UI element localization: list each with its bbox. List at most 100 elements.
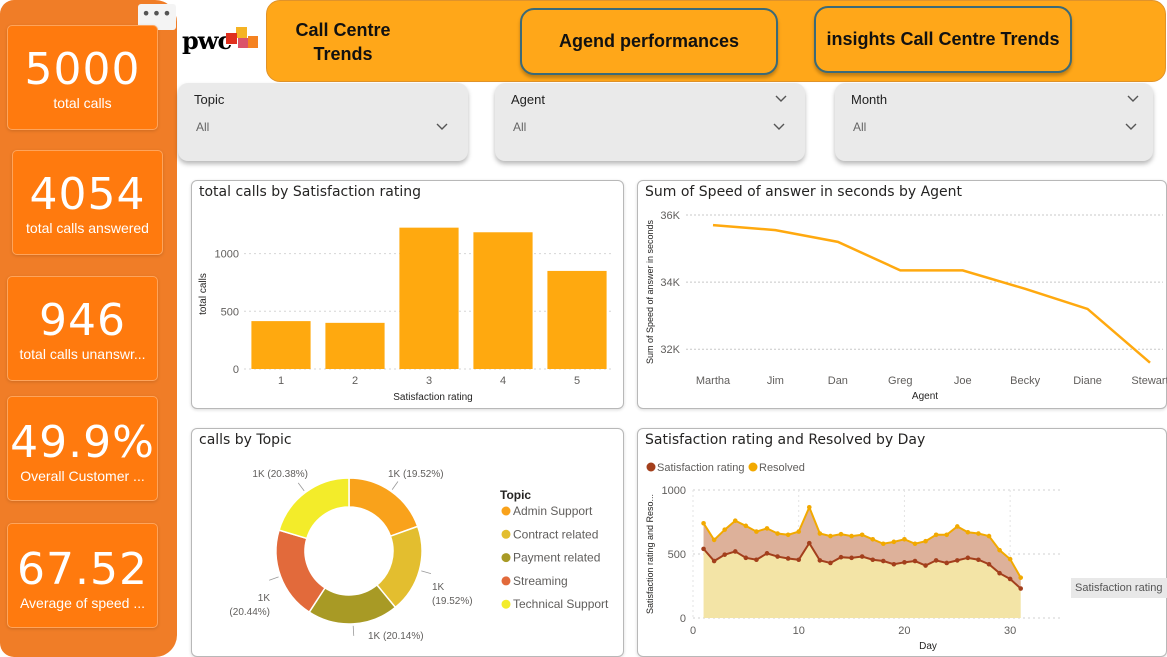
filter-label: Month [851,92,888,107]
area-chart-card: Satisfaction rating and Resolved by Day … [637,428,1167,657]
satisfaction-point [954,558,960,563]
bar [325,322,385,369]
resolved-point [1007,556,1013,562]
x-tick-label: Jim [767,375,784,387]
kpi-value: 946 [39,295,126,346]
x-tick-label: Stewart [1131,375,1167,387]
satisfaction-point [912,558,918,564]
resolved-point [722,527,728,532]
resolved-point [754,529,759,534]
satisfaction-point [764,551,770,556]
insights-call-centre-trends-button[interactable]: insights Call Centre Trends [814,6,1072,73]
x-tick-label: 5 [574,375,580,387]
satisfaction-point [828,560,833,566]
satisfaction-point [722,552,728,557]
resolved-point [891,539,897,545]
bar [547,270,607,369]
satisfaction-point [891,561,897,567]
legend-label: Streaming [513,574,568,588]
donut-slice [278,477,350,540]
chevron-down-icon[interactable] [773,123,785,131]
slice-label: (20.44%) [229,607,270,618]
satisfaction-point [1018,586,1024,591]
agent-performances-button[interactable]: Agend performances [520,8,778,75]
x-tick-label: 30 [1004,625,1016,637]
chevron-down-icon[interactable] [1125,123,1137,131]
label-leader [269,576,279,581]
x-axis-title: Satisfaction rating [393,392,473,403]
x-tick-label: 2 [352,375,358,387]
y-axis-title: total calls [198,273,209,315]
x-tick-label: 10 [793,625,805,637]
x-axis-title: Day [919,641,937,652]
bar-chart-card: total calls by Satisfaction rating 0 500 1… [191,180,624,409]
kpi-value: 4054 [29,169,146,220]
x-tick-label: Dan [828,375,848,387]
resolved-point [997,547,1002,553]
satisfaction-point [965,555,971,561]
satisfaction-point [944,560,950,566]
agent-filter[interactable]: Agent All [495,83,805,161]
donut-slice [348,477,419,538]
legend-label: Resolved [759,462,805,474]
legend-title: Topic [500,488,531,502]
logo-text: pwc [182,26,232,55]
kpi-label: total calls [53,95,112,111]
kpi-label: Overall Customer ... [20,468,145,484]
chart-title: calls by Topic [199,432,292,448]
kpi-card-total-calls: 5000 total calls [7,25,158,130]
x-tick-label: 1 [278,375,284,387]
legend-label: Payment related [513,551,600,565]
resolved-area [703,507,1021,618]
satisfaction-point [849,555,854,561]
topic-filter[interactable]: Topic All [178,83,468,161]
x-tick-label: 4 [500,375,506,387]
chart-title: Sum of Speed of answer in seconds by Age… [645,184,963,200]
x-tick-label: Greg [888,375,912,387]
chevron-down-icon[interactable] [436,123,448,131]
y-tick-label: 500 [668,549,686,561]
resolved-point [828,533,833,539]
legend-marker [501,599,511,609]
label-leader [297,482,305,492]
slice-label: 1K (20.38%) [252,469,308,480]
kpi-card-average-speed: 67.52 Average of speed ... [7,523,158,628]
x-tick-label: 20 [898,625,910,637]
slice-label: 1K (19.52%) [388,469,444,480]
page-title-line1: Call Centre [295,20,391,40]
slice-label: (19.52%) [432,596,473,607]
satisfaction-point [986,561,992,567]
y-tick-label: 32K [660,344,680,356]
filter-value: All [853,120,867,134]
chevron-down-icon[interactable] [1127,95,1139,103]
x-axis-title: Agent [912,391,938,402]
label-leader [421,570,432,574]
resolved-point [870,536,876,542]
chevron-down-icon[interactable] [775,95,787,103]
resolved-point [880,541,886,547]
satisfaction-point [902,560,907,565]
resolved-point [859,532,865,538]
satisfaction-point [870,557,876,563]
resolved-point [986,533,992,539]
logo-mark-icon [226,27,258,48]
legend-label: Technical Support [513,597,609,611]
kpi-card-total-calls-answered: 4054 total calls answered [12,150,163,255]
chart-title: total calls by Satisfaction rating [199,184,421,200]
y-axis-title: Sum of Speed of answer in seconds [645,219,655,364]
satisfaction-point [997,570,1002,576]
month-filter[interactable]: Month All [835,83,1153,161]
satisfaction-point [880,558,886,564]
page-title-line2: Trends [313,44,373,64]
kpi-card-total-calls-unanswered: 946 total calls unanswr... [7,276,158,381]
satisfaction-point [701,546,706,552]
area-chart: Satisfaction rating Resolved 0 500 1000 0 10 20… [645,462,1063,652]
resolved-point [785,532,791,538]
y-tick-label: 1000 [215,249,239,261]
y-tick-label: 500 [221,306,239,318]
slice-label: 1K (20.14%) [368,631,424,642]
resolved-point [912,541,918,547]
slice-label: 1K [258,593,271,604]
x-tick-label: Diane [1073,375,1102,387]
satisfaction-point [838,554,844,560]
